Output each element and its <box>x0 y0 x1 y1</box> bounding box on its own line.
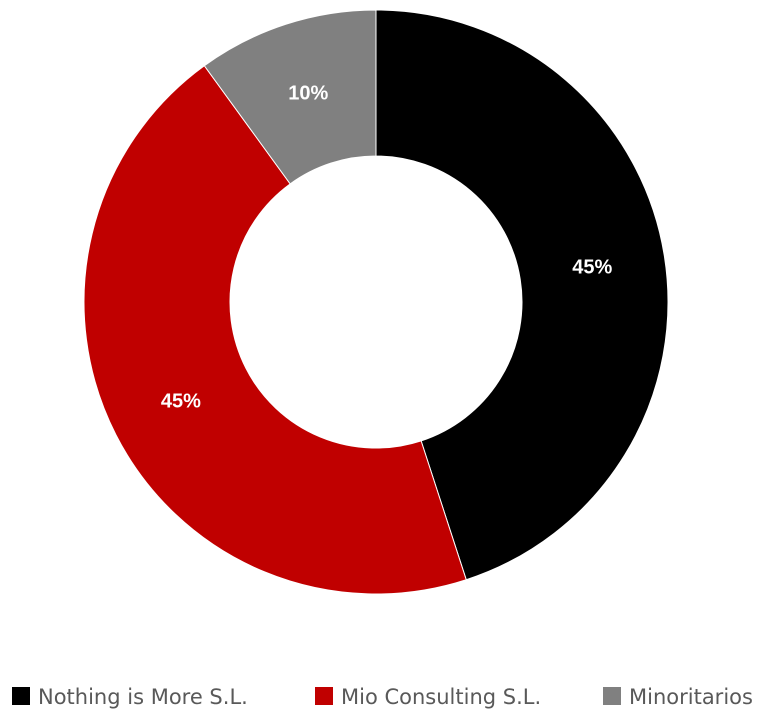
legend-swatch-mio-consulting <box>315 687 333 705</box>
legend-entry-nothing-is-more[interactable]: Nothing is More S.L. <box>12 685 248 709</box>
legend-swatch-nothing-is-more <box>12 687 30 705</box>
legend-label-nothing-is-more: Nothing is More S.L. <box>38 685 248 709</box>
slice-label-nothing-is-more-s-l: 45% <box>572 257 612 279</box>
legend-entry-minoritarios[interactable]: Minoritarios <box>603 685 753 709</box>
donut-slices <box>84 10 668 594</box>
legend-label-minoritarios: Minoritarios <box>629 685 753 709</box>
legend-entry-mio-consulting[interactable]: Mio Consulting S.L. <box>315 685 541 709</box>
legend-label-mio-consulting: Mio Consulting S.L. <box>341 685 541 709</box>
legend-swatch-minoritarios <box>603 687 621 705</box>
slice-label-minoritarios: 10% <box>288 83 328 105</box>
legend: Nothing is More S.L. Mio Consulting S.L.… <box>12 685 753 709</box>
slice-label-mio-consulting-s-l: 45% <box>161 390 201 412</box>
